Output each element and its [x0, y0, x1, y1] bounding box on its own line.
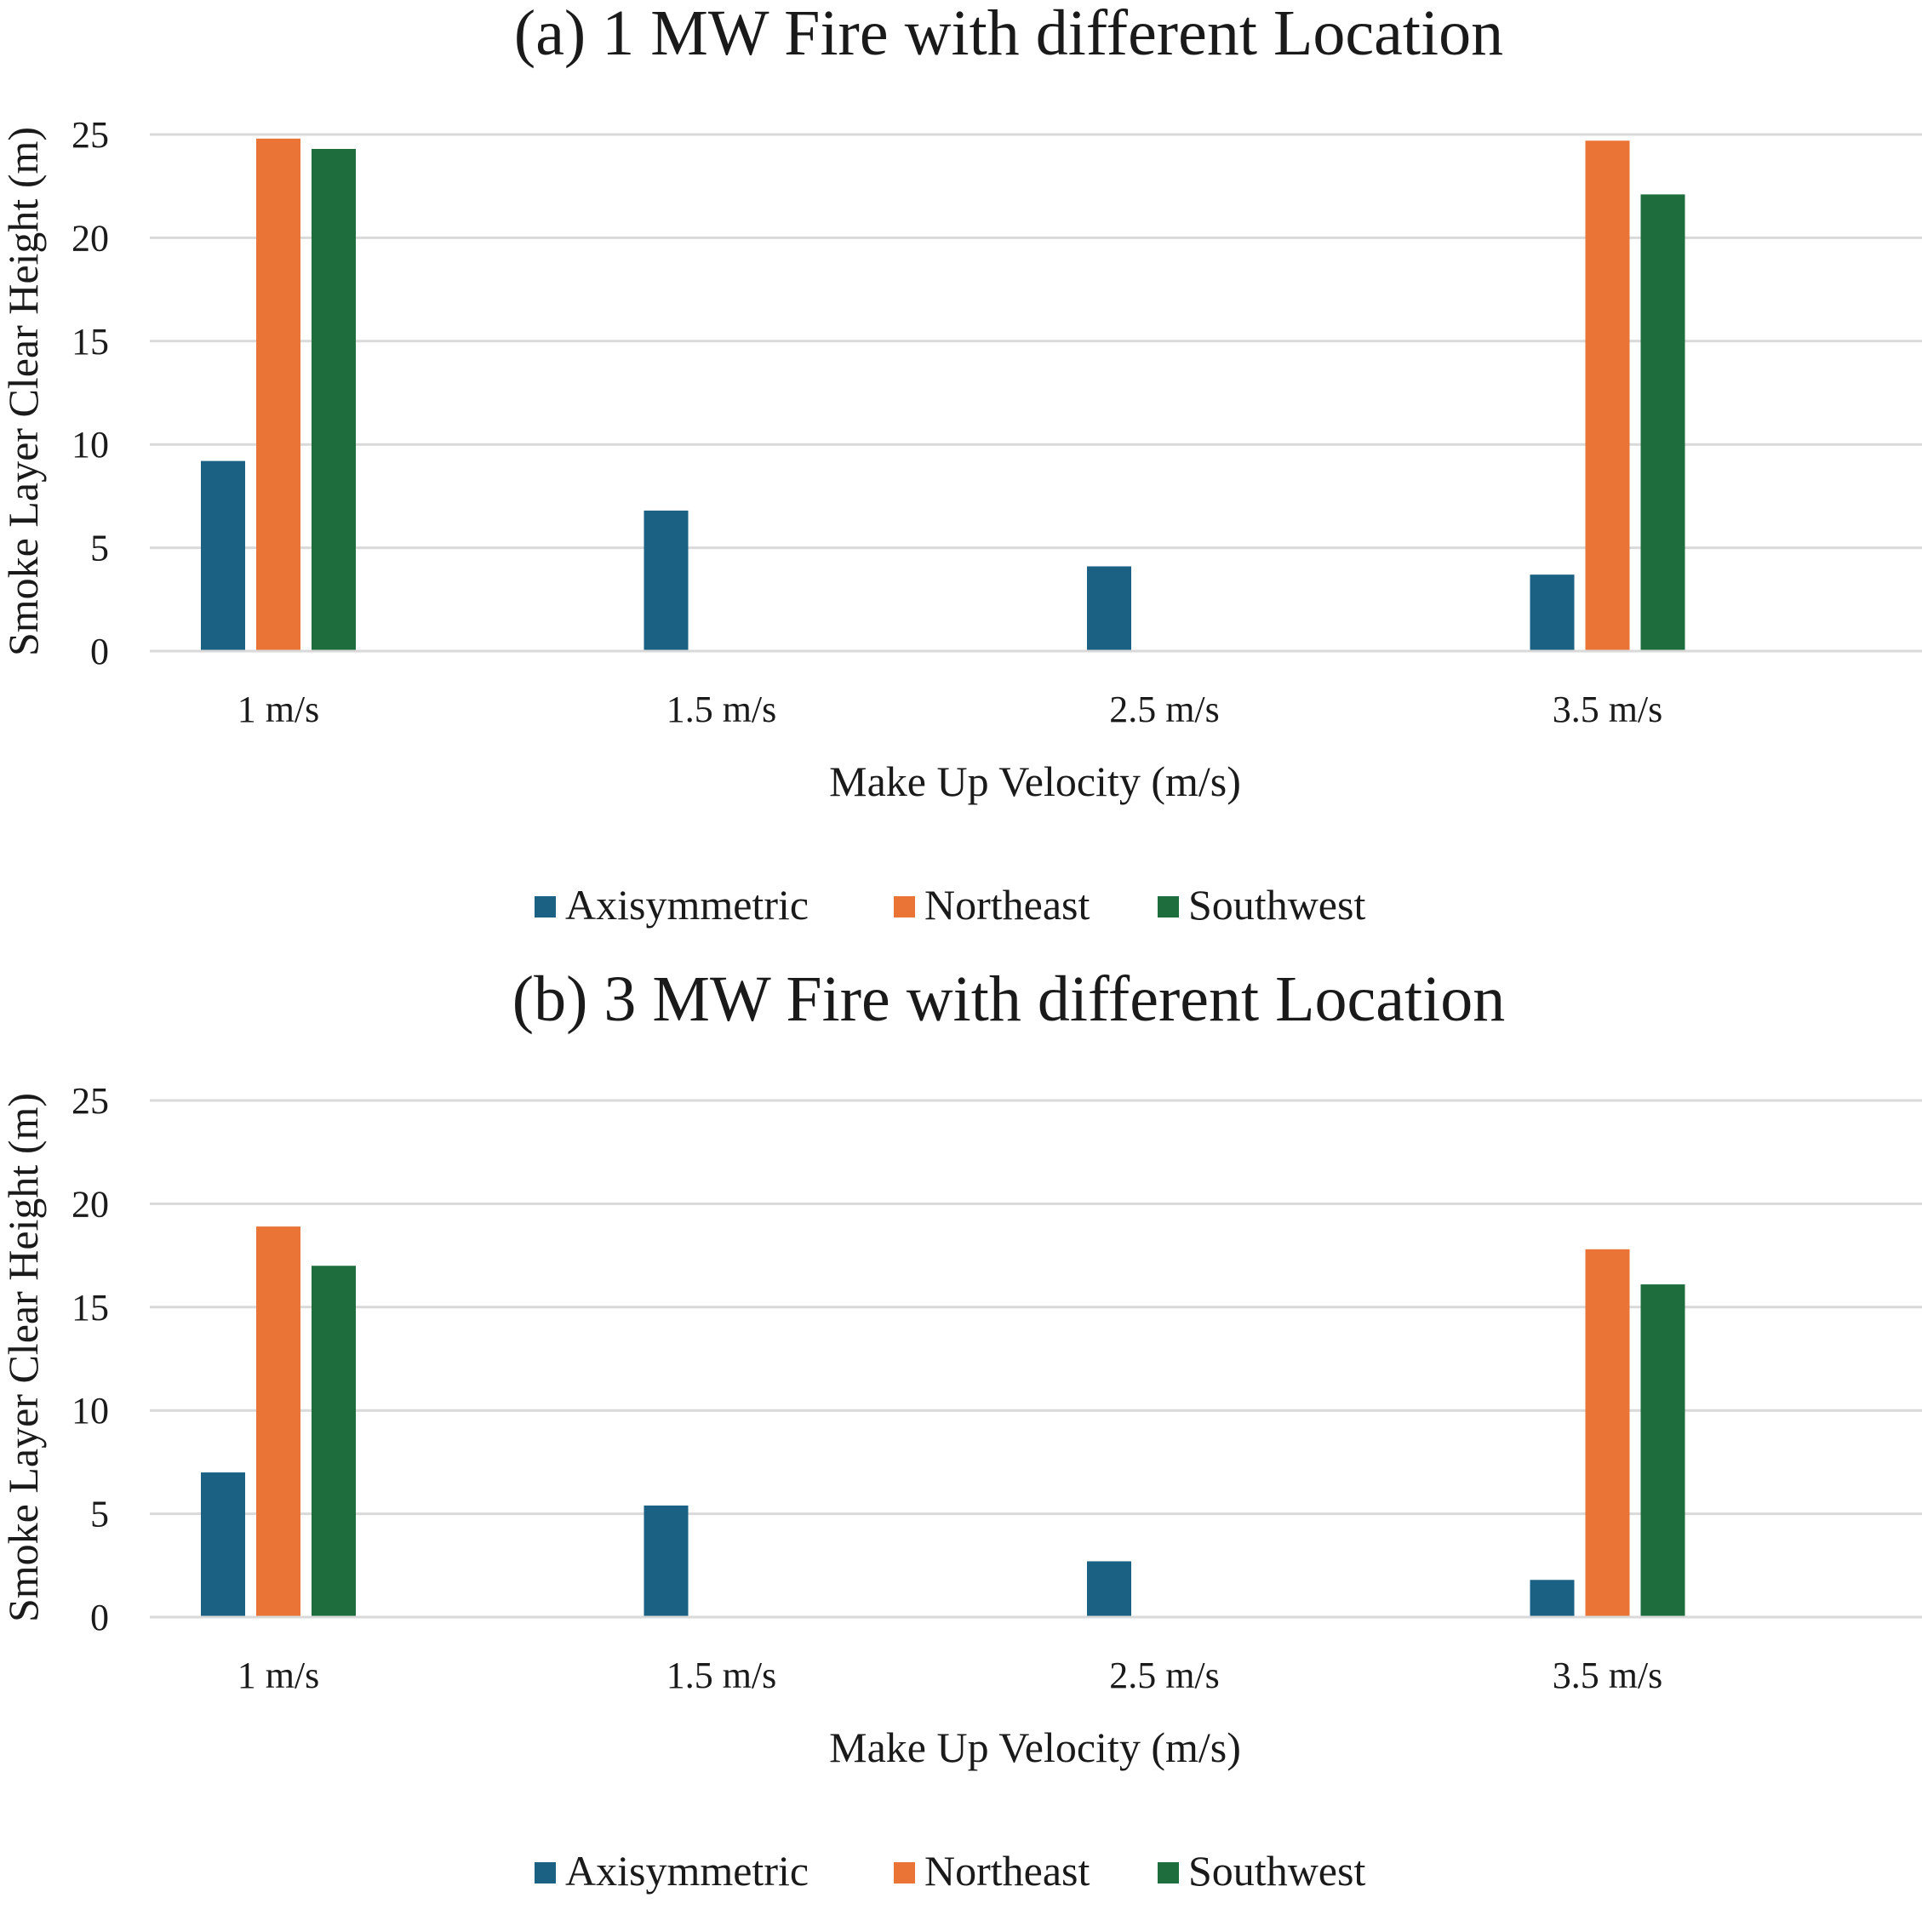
x-axis-title: Make Up Velocity (m/s): [829, 757, 1241, 805]
bar-axisymmetric-2: [1087, 1561, 1131, 1617]
legend-swatch-southwest: [1158, 896, 1179, 917]
y-tick-label: 20: [72, 1183, 109, 1225]
bar-chart-a: (a) 1 MW Fire with different Location 0 5 1…: [0, 0, 1922, 929]
y-tick-label: 5: [90, 1494, 109, 1535]
bar-southwest-3: [1640, 1284, 1685, 1617]
bar-axisymmetric-0: [201, 460, 245, 651]
y-axis-title: Smoke Layer Clear Height (m): [0, 1093, 47, 1622]
bar-northeast-3: [1585, 140, 1630, 651]
x-tick-label: 2.5 m/s: [1109, 1655, 1220, 1696]
bar-chart-b: (b) 3 MW Fire with different Location 0 5 1…: [0, 966, 1922, 1895]
legend-swatch-axisymmetric: [535, 896, 556, 917]
y-tick-label: 20: [72, 217, 109, 259]
x-tick-label: 1.5 m/s: [666, 689, 777, 730]
bar-northeast-0: [256, 1226, 300, 1617]
legend-label-axisymmetric: Axisymmetric: [565, 881, 809, 929]
x-tick-label: 3.5 m/s: [1553, 1655, 1663, 1696]
y-tick-label: 15: [72, 321, 109, 363]
x-tick-label: 2.5 m/s: [1109, 689, 1220, 730]
legend-swatch-northeast: [894, 1862, 915, 1883]
bar-axisymmetric-3: [1530, 1580, 1575, 1617]
y-tick-label: 25: [72, 114, 109, 156]
x-tick-label: 1 m/s: [237, 1655, 320, 1696]
y-axis-title: Smoke Layer Clear Height (m): [0, 127, 47, 656]
bar-southwest-0: [312, 1266, 356, 1617]
bar-axisymmetric-2: [1087, 566, 1131, 651]
chart-title: (b) 3 MW Fire with different Location: [512, 966, 1505, 1035]
y-tick-label: 25: [72, 1080, 109, 1122]
legend-label-northeast: Northeast: [924, 1847, 1090, 1895]
bar-northeast-3: [1585, 1249, 1630, 1617]
legend-swatch-northeast: [894, 896, 915, 917]
bar-southwest-3: [1640, 194, 1685, 652]
x-axis-title: Make Up Velocity (m/s): [829, 1723, 1241, 1771]
y-tick-label: 15: [72, 1287, 109, 1329]
bar-axisymmetric-3: [1530, 574, 1575, 651]
legend-swatch-southwest: [1158, 1862, 1179, 1883]
y-tick-label: 0: [90, 631, 109, 672]
legend-label-southwest: Southwest: [1188, 1847, 1365, 1895]
chart-panel-b: (b) 3 MW Fire with different Location 0 5 1…: [0, 966, 1922, 1932]
x-tick-label: 1.5 m/s: [666, 1655, 777, 1696]
y-tick-label: 10: [72, 1390, 109, 1432]
legend-label-northeast: Northeast: [924, 881, 1090, 929]
y-tick-label: 0: [90, 1597, 109, 1638]
chart-panel-a: (a) 1 MW Fire with different Location 0 5 1…: [0, 0, 1922, 929]
y-tick-label: 5: [90, 528, 109, 569]
y-tick-label: 10: [72, 424, 109, 466]
legend-label-axisymmetric: Axisymmetric: [565, 1847, 809, 1895]
bar-axisymmetric-1: [644, 510, 689, 651]
chart-title: (a) 1 MW Fire with different Location: [514, 0, 1503, 69]
x-tick-label: 1 m/s: [237, 689, 320, 730]
bar-southwest-0: [312, 148, 356, 652]
legend-label-southwest: Southwest: [1188, 881, 1365, 929]
bar-axisymmetric-1: [644, 1505, 689, 1617]
legend-swatch-axisymmetric: [535, 1862, 556, 1883]
bar-northeast-0: [256, 138, 300, 651]
x-tick-label: 3.5 m/s: [1553, 689, 1663, 730]
bar-axisymmetric-0: [201, 1472, 245, 1617]
